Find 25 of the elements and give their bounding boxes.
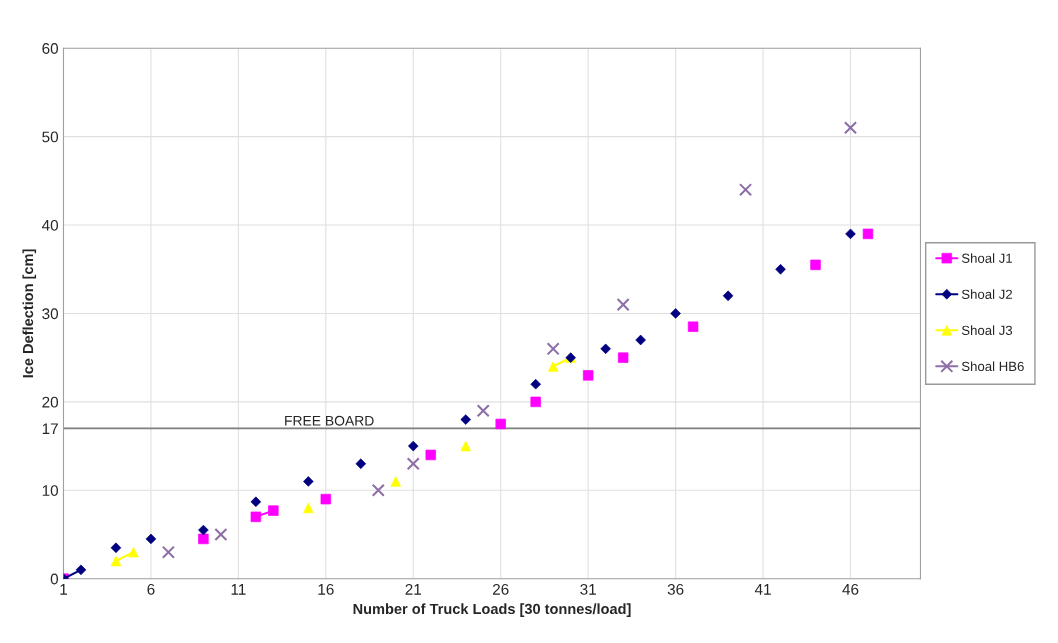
x-tick-label: 11 [231,584,246,595]
x-tick-label: 1 [60,584,67,595]
legend-label: Shoal J3 [961,325,1013,336]
legend-label: Shoal J2 [961,289,1012,299]
y-tick-label: 17 [42,423,58,434]
x-tick-label: 21 [405,583,422,595]
x-tick-label: 16 [318,583,334,595]
y-tick-label: 10 [42,485,59,496]
x-tick-label: 36 [667,583,684,595]
y-tick-label: 30 [42,308,59,320]
x-tick-label: 6 [147,583,155,595]
y-tick-label: 40 [41,219,59,231]
legend-label: Shoal HB6 [961,361,1024,372]
legend-label: Shoal J1 [961,253,1012,263]
x-tick-label: 31 [580,583,596,595]
y-tick-label: 60 [42,43,59,54]
x-tick-label: 46 [842,583,859,595]
y-tick-label: 50 [42,131,59,143]
y-axis-title: Ice Deflection [cm] [22,249,37,378]
x-axis-title: Number of Truck Loads [30 tonnes/load] [353,603,631,617]
x-tick-label: 26 [492,583,509,595]
y-tick-label: 0 [50,573,59,585]
x-tick-label: 41 [754,584,771,595]
y-tick-label: 20 [42,396,59,408]
ref-line-label: FREE BOARD [285,415,374,426]
